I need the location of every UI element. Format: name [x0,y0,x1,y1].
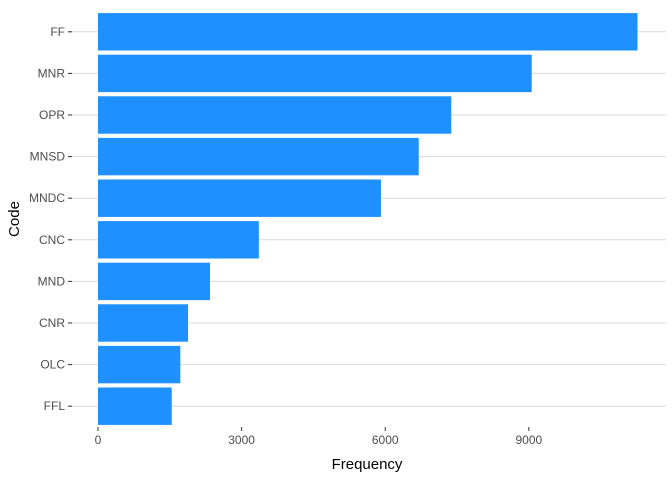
y-axis: FF MNR OPR MNSD MNDC CNC MND CNR OLC FFL [29,25,72,413]
bars [98,13,638,425]
y-tick-label: CNC [39,233,65,247]
y-tick-label: FF [50,25,65,39]
x-tick-label: 9000 [515,433,542,447]
bar-mnsd [98,137,419,176]
y-tick-label: MNDC [29,191,65,205]
bar-cnc [98,221,259,259]
x-axis: 0 3000 6000 9000 [95,427,542,447]
bar-olc [98,345,181,384]
bar-cnr [98,304,188,342]
x-axis-title: Frequency [332,456,403,473]
bar-ff [98,13,638,51]
y-tick-label: OLC [40,358,65,372]
bar-mnd [98,262,211,301]
y-tick-label: FFL [44,399,66,413]
bar-opr [98,96,452,134]
bar-mndc [98,179,381,217]
y-tick-label: MNR [38,66,66,80]
y-tick-label: MNSD [30,150,66,164]
x-tick-label: 3000 [228,433,255,447]
bar-mnr [98,54,532,93]
y-axis-title: Code [6,201,23,237]
bar-ffl [98,387,172,425]
y-tick-label: OPR [39,108,65,122]
x-tick-label: 0 [95,433,102,447]
x-tick-label: 6000 [372,433,399,447]
y-tick-label: MND [38,274,66,288]
y-tick-label: CNR [39,316,65,330]
